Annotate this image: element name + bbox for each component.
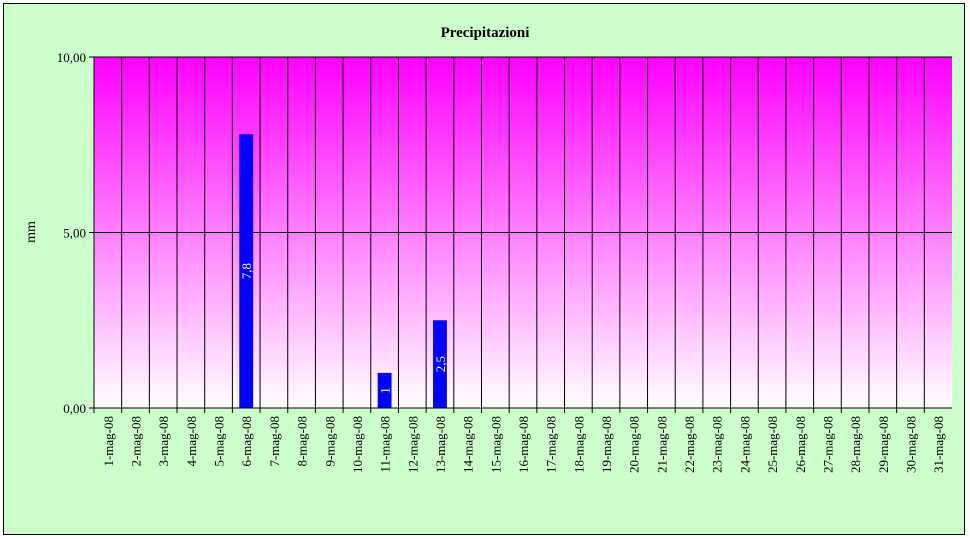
x-tick-label: 11-mag-08 xyxy=(378,416,393,473)
x-tick-label: 5-mag-08 xyxy=(212,416,227,467)
x-tick-label: 24-mag-08 xyxy=(737,416,752,473)
y-tick-label: 0,00 xyxy=(63,401,86,416)
y-tick-label: 5,00 xyxy=(63,226,86,241)
x-axis-categories: 1-mag-08 2-mag-08 3-mag-08 4-mag-08 5-mag-08… xyxy=(93,408,946,473)
x-tick-label: 4-mag-08 xyxy=(184,416,199,467)
x-tick-label: 14-mag-08 xyxy=(461,416,476,473)
chart-area: Precipitazioni 7,8 1 2,5 0,00 5,00 10,00 1-m… xyxy=(3,3,965,535)
x-tick-label: 23-mag-08 xyxy=(710,416,725,473)
x-tick-label: 10-mag-08 xyxy=(350,416,365,473)
bar xyxy=(433,320,447,408)
x-tick-label: 6-mag-08 xyxy=(239,416,254,467)
x-tick-label: 20-mag-08 xyxy=(627,416,642,473)
x-tick-label: 17-mag-08 xyxy=(544,416,559,473)
data-labels: 7,8 1 2,5 xyxy=(239,263,448,394)
x-tick-label: 2-mag-08 xyxy=(129,416,144,467)
x-tick-label: 19-mag-08 xyxy=(599,416,614,473)
bar-chart: Precipitazioni 7,8 1 2,5 0,00 5,00 10,00 1-m… xyxy=(24,25,952,473)
bars xyxy=(239,134,447,408)
x-tick-label: 12-mag-08 xyxy=(405,416,420,473)
x-tick-label: 1-mag-08 xyxy=(101,416,116,467)
x-tick-label: 29-mag-08 xyxy=(876,416,891,473)
x-tick-label: 18-mag-08 xyxy=(571,416,586,473)
data-label: 1 xyxy=(378,387,393,394)
x-tick-label: 16-mag-08 xyxy=(516,416,531,473)
x-tick-label: 31-mag-08 xyxy=(931,416,946,473)
bar xyxy=(239,134,254,408)
x-tick-label: 22-mag-08 xyxy=(682,416,697,473)
x-tick-label: 15-mag-08 xyxy=(488,416,503,473)
x-tick-label: 8-mag-08 xyxy=(295,416,310,467)
x-tick-label: 28-mag-08 xyxy=(848,416,863,473)
x-tick-label: 25-mag-08 xyxy=(765,416,780,473)
x-tick-label: 26-mag-08 xyxy=(793,416,808,473)
x-tick-label: 21-mag-08 xyxy=(654,416,669,473)
x-tick-label: 9-mag-08 xyxy=(322,416,337,467)
x-tick-label: 3-mag-08 xyxy=(156,416,171,467)
y-tick-label: 10,00 xyxy=(57,50,86,65)
data-label: 7,8 xyxy=(239,263,254,279)
data-label: 2,5 xyxy=(433,356,448,372)
x-tick-label: 30-mag-08 xyxy=(903,416,918,473)
y-axis-label: mm xyxy=(24,221,39,243)
y-axis-ticks: 0,00 5,00 10,00 xyxy=(57,50,94,416)
x-tick-label: 27-mag-08 xyxy=(820,416,835,473)
bar xyxy=(377,372,392,408)
chart-title: Precipitazioni xyxy=(441,25,530,41)
x-tick-label: 13-mag-08 xyxy=(433,416,448,473)
x-tick-label: 7-mag-08 xyxy=(267,416,282,467)
